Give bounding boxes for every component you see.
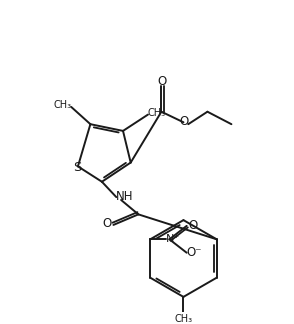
Text: CH₃: CH₃ <box>174 314 193 324</box>
Text: O⁻: O⁻ <box>187 246 202 259</box>
Text: O: O <box>180 115 189 128</box>
Text: NH: NH <box>116 190 134 202</box>
Text: CH₃: CH₃ <box>148 108 166 118</box>
Text: N⁺: N⁺ <box>166 234 181 244</box>
Text: O: O <box>158 75 167 87</box>
Text: O: O <box>189 219 198 232</box>
Text: CH₃: CH₃ <box>54 100 72 110</box>
Text: S: S <box>73 161 81 174</box>
Text: O: O <box>102 217 111 230</box>
